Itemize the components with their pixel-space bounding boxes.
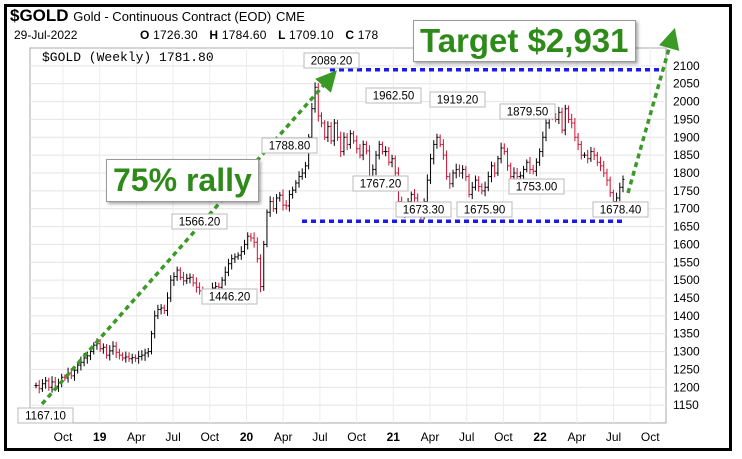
y-tick-label: 1850	[673, 148, 700, 162]
price-label: 1167.10	[25, 411, 66, 423]
instrument-name: Gold - Continuous Contract (EOD)	[73, 9, 272, 24]
price-label-box	[201, 288, 258, 305]
rally-arrow	[40, 70, 337, 406]
y-tick-label: 2000	[673, 95, 700, 109]
y-tick-label: 1600	[673, 237, 700, 251]
chart-header-title: $GOLD Gold - Continuous Contract (EOD) C…	[10, 6, 305, 26]
y-tick-label: 1950	[673, 112, 700, 126]
price-label: 1788.80	[269, 141, 311, 153]
x-tick-label: Jul	[165, 430, 180, 444]
price-label-box	[429, 91, 486, 108]
chart-date: 29-Jul-2022	[14, 28, 78, 42]
x-tick-label: Jul	[606, 430, 621, 444]
x-tick-label: Oct	[494, 430, 513, 444]
target-callout: Target $2,931	[413, 20, 636, 62]
x-tick-label: Oct	[347, 430, 366, 444]
x-tick-label: Jul	[312, 430, 327, 444]
y-tick-label: 1450	[673, 291, 700, 305]
price-label-box	[261, 137, 318, 154]
ohlc-high-value: 1784.60	[221, 28, 267, 42]
price-label-box	[303, 52, 360, 69]
price-label: 1446.20	[209, 292, 251, 304]
price-label: 1767.20	[360, 179, 402, 191]
x-tick-label: 21	[387, 430, 401, 444]
price-label-box	[499, 103, 556, 120]
y-tick-label: 2100	[673, 59, 700, 73]
price-label: 1753.00	[516, 182, 558, 194]
y-tick-label: 1550	[673, 255, 700, 269]
price-label: 1673.30	[403, 205, 445, 217]
x-tick-label: Jul	[459, 430, 474, 444]
x-tick-label: Oct	[54, 430, 73, 444]
y-tick-label: 1900	[673, 130, 700, 144]
price-label-box	[456, 201, 513, 218]
ohlc-open-key: O	[140, 28, 150, 42]
chart-legend: $GOLD (Weekly) 1781.80	[42, 50, 214, 65]
x-tick-label: Oct	[641, 430, 660, 444]
ohlc-close-value: 178	[357, 28, 379, 42]
x-tick-label: 20	[240, 430, 254, 444]
x-tick-label: Apr	[274, 430, 293, 444]
y-tick-label: 1350	[673, 327, 700, 341]
exchange: CME	[276, 9, 305, 24]
y-tick-label: 1700	[673, 202, 700, 216]
price-label: 1919.20	[437, 95, 479, 107]
rally-callout: 75% rally	[106, 159, 259, 202]
x-tick-label: Apr	[567, 430, 586, 444]
y-tick-label: 1250	[673, 362, 700, 376]
price-label-box	[17, 407, 74, 424]
ohlc-readout: O 1726.30 H 1784.60 L 1709.10 C 178	[140, 28, 386, 42]
price-label-box	[352, 175, 409, 192]
price-label-box	[171, 213, 228, 230]
ohlc-close-key: C	[345, 28, 355, 42]
price-label: 1675.90	[464, 205, 506, 217]
x-tick-label: Oct	[200, 430, 219, 444]
ohlc-high-key: H	[209, 28, 219, 42]
price-label-box	[592, 201, 649, 218]
x-tick-label: Apr	[421, 430, 440, 444]
x-tick-label: Apr	[127, 430, 146, 444]
price-label: 1678.40	[600, 205, 642, 217]
price-label: 1566.20	[179, 217, 221, 229]
price-label: 2089.20	[311, 56, 353, 68]
x-tick-label: 22	[533, 430, 547, 444]
price-label: 1879.50	[507, 107, 549, 119]
ohlc-open-value: 1726.30	[153, 28, 198, 42]
y-tick-label: 1150	[673, 398, 699, 412]
price-label-box	[395, 201, 452, 218]
price-label-box	[508, 178, 565, 195]
y-tick-label: 1750	[673, 184, 700, 198]
y-tick-label: 1300	[673, 345, 700, 359]
symbol: $GOLD	[10, 6, 69, 25]
ohlc-low-key: L	[278, 28, 286, 42]
price-label-box	[365, 87, 422, 104]
y-tick-label: 1650	[673, 220, 700, 234]
y-tick-label: 2050	[673, 77, 700, 91]
y-tick-label: 1200	[673, 380, 700, 394]
price-label: 1962.50	[373, 91, 415, 103]
x-tick-label: 19	[93, 430, 107, 444]
y-tick-label: 1800	[673, 166, 700, 180]
ohlc-low-value: 1709.10	[289, 28, 334, 42]
y-tick-label: 1400	[673, 309, 700, 323]
y-tick-label: 1500	[673, 273, 700, 287]
